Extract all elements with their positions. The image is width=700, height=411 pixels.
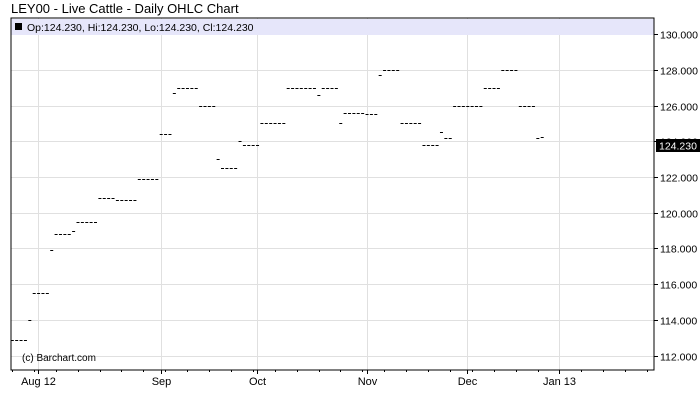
y-tick-label: 122.000 (660, 173, 698, 185)
legend-text: Op:124.230, Hi:124.230, Lo:124.230, Cl:1… (27, 22, 254, 34)
legend-marker-icon (15, 23, 22, 30)
chart-title: LEY00 - Live Cattle - Daily OHLC Chart (11, 1, 239, 16)
credit-text: (c) Barchart.com (22, 353, 96, 364)
x-tick-label: Aug 12 (21, 376, 56, 388)
grid-lines (11, 18, 654, 370)
x-tick-label: Jan 13 (543, 376, 576, 388)
y-tick-label: 128.000 (660, 66, 698, 78)
legend-bar (11, 19, 654, 35)
y-tick-label: 112.000 (660, 352, 697, 364)
y-tick-label: 118.000 (660, 244, 697, 256)
y-tick-label: 130.000 (660, 30, 698, 42)
y-tick-label: 114.000 (660, 316, 697, 328)
x-tick-label: Sep (152, 376, 172, 388)
x-tick-label: Dec (458, 376, 478, 388)
y-tick-label: 116.000 (660, 280, 697, 292)
x-axis: Aug 12 Sep Oct Nov Dec Jan 13 (12, 370, 648, 388)
y-tick-label: 126.000 (660, 102, 698, 114)
y-tick-label: 120.000 (660, 209, 698, 221)
x-tick-label: Oct (249, 376, 266, 388)
last-price-badge (656, 139, 700, 152)
y-axis: 112.000 114.000 116.000 118.000 120.000 122.0… (654, 30, 698, 364)
plot-frame (10, 17, 655, 371)
ohlc-bars (10, 70, 544, 341)
x-tick-label: Nov (358, 376, 378, 388)
last-price-label: 124.230 (659, 141, 697, 153)
